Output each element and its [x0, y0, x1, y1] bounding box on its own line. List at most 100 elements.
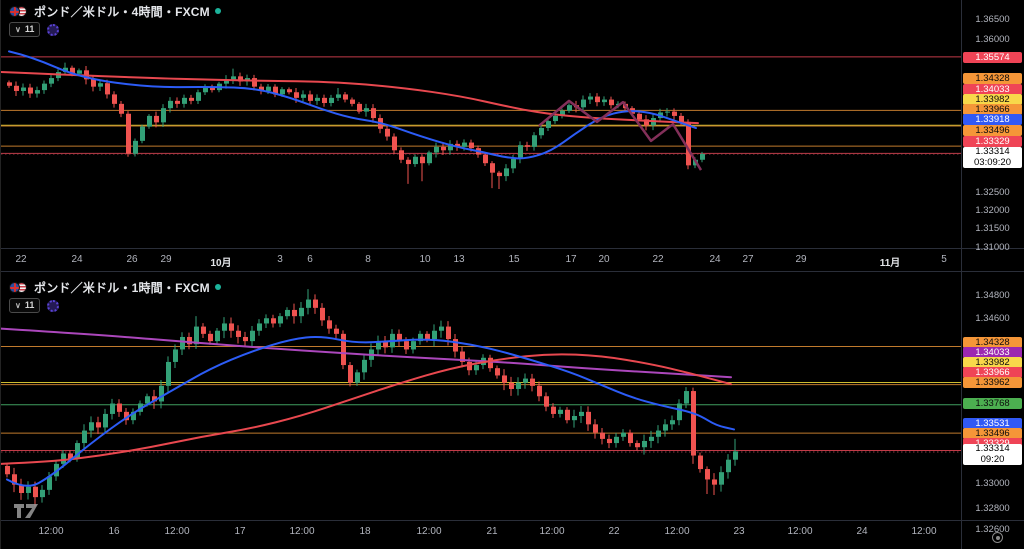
bottom-chart-canvas[interactable] [1, 272, 961, 520]
candle-body[interactable] [371, 108, 376, 119]
candle-body[interactable] [222, 323, 227, 331]
candle-body[interactable] [117, 403, 122, 412]
candle-body[interactable] [679, 115, 684, 122]
settings-gear-icon[interactable] [47, 299, 60, 312]
candle-body[interactable] [553, 115, 558, 122]
clock-circle-icon[interactable] [992, 532, 1003, 543]
candle-body[interactable] [460, 351, 465, 362]
candle-body[interactable] [243, 336, 248, 342]
candle-body[interactable] [112, 94, 117, 104]
candle-body[interactable] [131, 411, 136, 421]
ma_slow-line[interactable] [1, 71, 699, 125]
candle-body[interactable] [336, 94, 341, 98]
candle-body[interactable] [252, 78, 257, 87]
candle-body[interactable] [329, 97, 334, 104]
candle-body[interactable] [42, 83, 47, 91]
candle-body[interactable] [567, 105, 572, 111]
candle-body[interactable] [726, 459, 731, 473]
candle-body[interactable] [161, 108, 166, 123]
candle-body[interactable] [250, 330, 255, 342]
candle-body[interactable] [264, 318, 269, 324]
pane-divider[interactable] [1, 271, 1024, 272]
candle-body[interactable] [523, 378, 528, 383]
candle-body[interactable] [12, 474, 17, 485]
candle-body[interactable] [539, 127, 544, 136]
candle-body[interactable] [40, 489, 45, 498]
bottom-pane-title[interactable]: ポンド／米ドル・1時間・FXCM [34, 280, 210, 295]
candle-body[interactable] [663, 424, 668, 431]
candle-body[interactable] [126, 113, 131, 154]
candle-body[interactable] [530, 378, 535, 386]
candle-body[interactable] [560, 110, 565, 116]
candle-body[interactable] [469, 142, 474, 149]
candle-body[interactable] [280, 89, 285, 95]
candle-body[interactable] [89, 422, 94, 431]
candle-body[interactable] [341, 333, 346, 366]
candle-body[interactable] [600, 432, 605, 439]
candle-body[interactable] [47, 476, 52, 490]
candle-body[interactable] [474, 365, 479, 371]
candle-body[interactable] [434, 146, 439, 153]
candle-body[interactable] [259, 86, 264, 91]
candle-body[interactable] [68, 453, 73, 459]
candle-body[interactable] [231, 76, 236, 80]
candle-body[interactable] [593, 424, 598, 433]
candle-body[interactable] [719, 472, 724, 485]
candle-body[interactable] [63, 67, 68, 73]
candle-body[interactable] [145, 396, 150, 404]
candle-body[interactable] [425, 333, 430, 340]
candle-body[interactable] [357, 103, 362, 112]
candle-body[interactable] [147, 115, 152, 127]
candle-body[interactable] [383, 341, 388, 348]
candle-body[interactable] [364, 108, 369, 112]
candle-body[interactable] [154, 115, 159, 123]
settings-gear-icon[interactable] [47, 23, 60, 36]
candle-body[interactable] [397, 333, 402, 342]
candle-body[interactable] [203, 86, 208, 93]
candle-body[interactable] [551, 406, 556, 414]
candle-body[interactable] [525, 145, 530, 147]
candle-body[interactable] [49, 78, 54, 84]
candle-body[interactable] [110, 403, 115, 414]
candle-body[interactable] [308, 94, 313, 101]
candle-body[interactable] [133, 140, 138, 154]
candle-body[interactable] [105, 83, 110, 95]
candle-body[interactable] [432, 330, 437, 340]
candle-body[interactable] [441, 146, 446, 151]
candle-body[interactable] [7, 82, 12, 86]
candle-body[interactable] [313, 299, 318, 308]
candle-body[interactable] [124, 411, 129, 421]
ma_slow-line[interactable] [1, 353, 732, 465]
candle-body[interactable] [208, 333, 213, 342]
candle-body[interactable] [439, 326, 444, 331]
bottom-time-axis[interactable]: 12:00 16 12:00 17 12:00 18 12:00 21 12:00 22 12:00… [1, 522, 961, 543]
candle-body[interactable] [5, 465, 10, 475]
candle-body[interactable] [180, 336, 185, 350]
candle-body[interactable] [35, 90, 40, 94]
candle-body[interactable] [28, 87, 33, 94]
candle-body[interactable] [271, 318, 276, 324]
candle-body[interactable] [448, 143, 453, 151]
candle-body[interactable] [306, 299, 311, 308]
candle-body[interactable] [446, 326, 451, 340]
candle-body[interactable] [299, 307, 304, 317]
candle-body[interactable] [322, 97, 327, 104]
candle-body[interactable] [637, 113, 642, 120]
ma_fast-line[interactable] [8, 50, 697, 160]
top-pane-title[interactable]: ポンド／米ドル・4時間・FXCM [34, 4, 210, 19]
candle-body[interactable] [301, 94, 306, 98]
bottom-indicators-chip[interactable]: ∨ 11 [9, 298, 41, 313]
candle-body[interactable] [733, 451, 738, 460]
candle-body[interactable] [98, 83, 103, 87]
candle-body[interactable] [119, 103, 124, 114]
candle-body[interactable] [362, 359, 367, 373]
candle-body[interactable] [350, 99, 355, 104]
candle-body[interactable] [82, 430, 87, 444]
candle-body[interactable] [399, 150, 404, 160]
candle-body[interactable] [532, 135, 537, 147]
candle-body[interactable] [26, 486, 31, 493]
candle-body[interactable] [537, 385, 542, 397]
top-chart-canvas[interactable] [1, 0, 961, 248]
candle-body[interactable] [266, 86, 271, 91]
candle-body[interactable] [320, 307, 325, 321]
